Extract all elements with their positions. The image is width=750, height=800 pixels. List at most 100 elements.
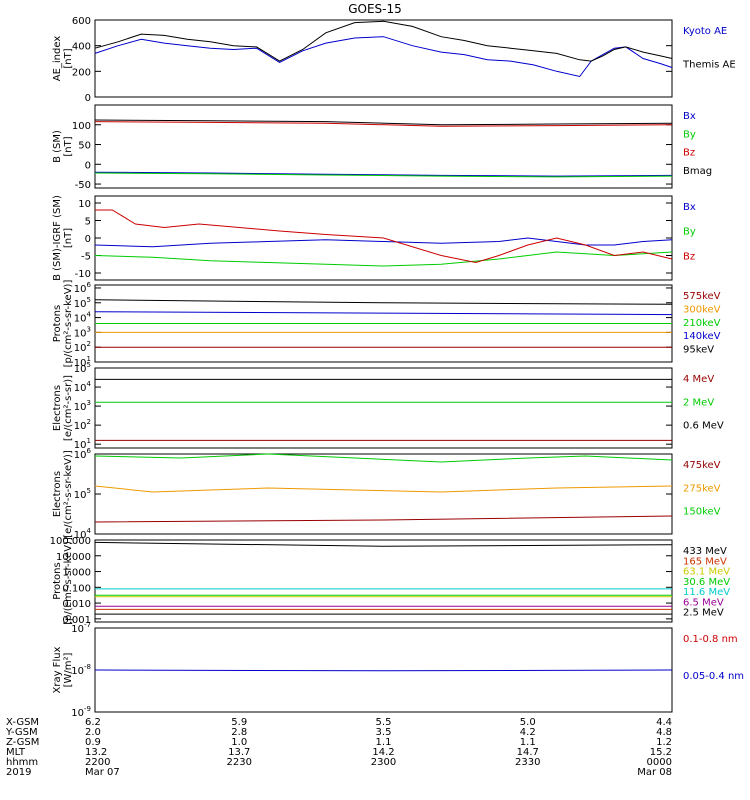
series-line-bx (94, 237, 673, 248)
ephemeris-value: 6.2 (85, 717, 101, 728)
y-tick-label: 10-7 (71, 621, 91, 635)
legend-entry: 150keV (683, 507, 721, 518)
ephemeris-row-label: MLT (6, 747, 26, 758)
series-line-bz (95, 209, 673, 264)
panel-frame (94, 453, 673, 535)
y-tick-label: 5 (85, 217, 91, 228)
y-axis-label: Xray Flux (52, 646, 63, 693)
y-tick-label: 0 (85, 234, 91, 245)
panel-7: 0.001 0.010 0.100 1.000 10.000 100.000 Protons… (50, 536, 731, 626)
ephemeris-row-label: 2019 (6, 767, 31, 778)
chart-title: GOES-15 (348, 2, 402, 16)
y-axis-label: Electrons (52, 471, 63, 517)
legend-entry: 95keV (683, 345, 714, 356)
y-tick-label: 50 (78, 141, 91, 152)
y-tick-label: 200 (72, 67, 91, 78)
legend-entry: 275keV (683, 483, 721, 494)
y-tick-label: 0.010 (62, 599, 91, 610)
ephemeris-value: 15.2 (650, 747, 672, 758)
legend-entry: 11.6 MeV (683, 587, 730, 598)
ephemeris-value: 4.4 (656, 717, 672, 728)
panel-2: -50 0 50 100 B (SM) [nT] Bx By Bz Bmag (52, 104, 712, 191)
y-axis-label: [p/(cm²-s-sr-keV)] (63, 537, 74, 625)
y-tick-label: 1.000 (62, 568, 91, 579)
y-tick-label: 100 (72, 121, 91, 132)
ephemeris-table: X-GSMY-GSMZ-GSMMLThhmm20196.22.00.913.22… (5, 717, 672, 778)
y-axis-label: [e/(cm²-s-sr)] (63, 375, 74, 441)
y-tick-label: 0 (85, 160, 91, 171)
legend-entry: 165 MeV (683, 556, 727, 567)
ephemeris-row-label: Y-GSM (5, 727, 38, 738)
y-tick-label: 0.100 (62, 583, 91, 594)
legend-entry: 2 MeV (683, 397, 714, 408)
ephemeris-value: 2330 (515, 757, 540, 768)
ephemeris-value: 2200 (85, 757, 110, 768)
y-axis-label: [W/m²] (63, 652, 74, 687)
legend-entry: 575keV (683, 291, 721, 302)
series-line-140kev (94, 311, 673, 316)
series-line-475kev (94, 515, 673, 523)
ephemeris-row-label: hhmm (6, 757, 38, 768)
legend-entry: 0.6 MeV (683, 421, 724, 432)
ephemeris-value: 13.7 (228, 747, 250, 758)
legend-entry: Bx (683, 111, 696, 122)
legend-entry: Bx (683, 202, 696, 213)
y-tick-label: 0 (85, 93, 91, 104)
series-line-95kev (94, 299, 673, 305)
y-tick-label: 0.001 (62, 615, 91, 626)
ephemeris-row-label: X-GSM (6, 717, 39, 728)
y-tick-label: -5 (81, 252, 91, 263)
panel-3: -10 -5 0 5 10 B (SM)-IGRF (SM) [nT] Bx By Bz (52, 195, 696, 281)
legend-entry: 30.6 MeV (683, 577, 730, 588)
ephemeris-value: 4.8 (656, 727, 672, 738)
legend-entry: Bz (683, 148, 695, 159)
y-axis-label: [p/(cm²-s-sr-keV)] (63, 280, 74, 368)
ephemeris-value: 2.0 (85, 727, 101, 738)
ephemeris-value: 4.2 (520, 727, 536, 738)
legend-entry: 63.1 MeV (683, 567, 730, 578)
legend-entry: By (683, 227, 696, 238)
ephemeris-value: 14.7 (517, 747, 539, 758)
ephemeris-value: 3.5 (376, 727, 392, 738)
series-line-bmag (94, 119, 673, 126)
legend-entry: 210keV (683, 318, 721, 329)
ephemeris-value: Mar 08 (637, 767, 672, 778)
y-axis-label: Protons (52, 562, 63, 599)
series-line-kyoto-ae (94, 36, 673, 78)
panel-frame (94, 19, 673, 98)
y-tick-label: 600 (72, 16, 91, 27)
y-axis-label: B (SM) (52, 130, 63, 163)
ephemeris-value: 2300 (371, 757, 396, 768)
y-tick-label: 102 (74, 340, 91, 354)
y-axis-label: [nT] (63, 228, 74, 248)
legend-entry: 300keV (683, 304, 721, 315)
legend-entry: Bz (683, 251, 695, 262)
y-tick-label: 105 (74, 361, 91, 375)
y-tick-label: 105 (74, 487, 91, 501)
legend-entry: 0.1-0.8 nm (683, 634, 738, 645)
y-tick-label: 106 (74, 281, 92, 295)
ephemeris-value: 14.2 (372, 747, 394, 758)
y-tick-label: 106 (74, 447, 92, 461)
ephemeris-value: 2.8 (231, 727, 247, 738)
series-line-by (94, 251, 673, 267)
ephemeris-value: 1.1 (376, 737, 392, 748)
y-tick-label: 10-8 (71, 663, 91, 677)
y-tick-label: -50 (75, 180, 91, 191)
series-line-0-05-0-4-nm (94, 669, 673, 672)
y-tick-label: 102 (74, 418, 91, 432)
ephemeris-value: 0.9 (85, 737, 101, 748)
y-axis-label: [nT] (63, 48, 74, 68)
legend-entry: 2.5 MeV (683, 608, 724, 619)
y-tick-label: 104 (74, 311, 92, 325)
y-tick-label: 103 (74, 399, 91, 413)
legend-entry: 6.5 MeV (683, 597, 724, 608)
legend-entry: By (683, 129, 696, 140)
ephemeris-value: 0000 (647, 757, 672, 768)
y-axis-label: Electrons (52, 385, 63, 431)
y-axis-label: B (SM)-IGRF (SM) (52, 195, 63, 281)
